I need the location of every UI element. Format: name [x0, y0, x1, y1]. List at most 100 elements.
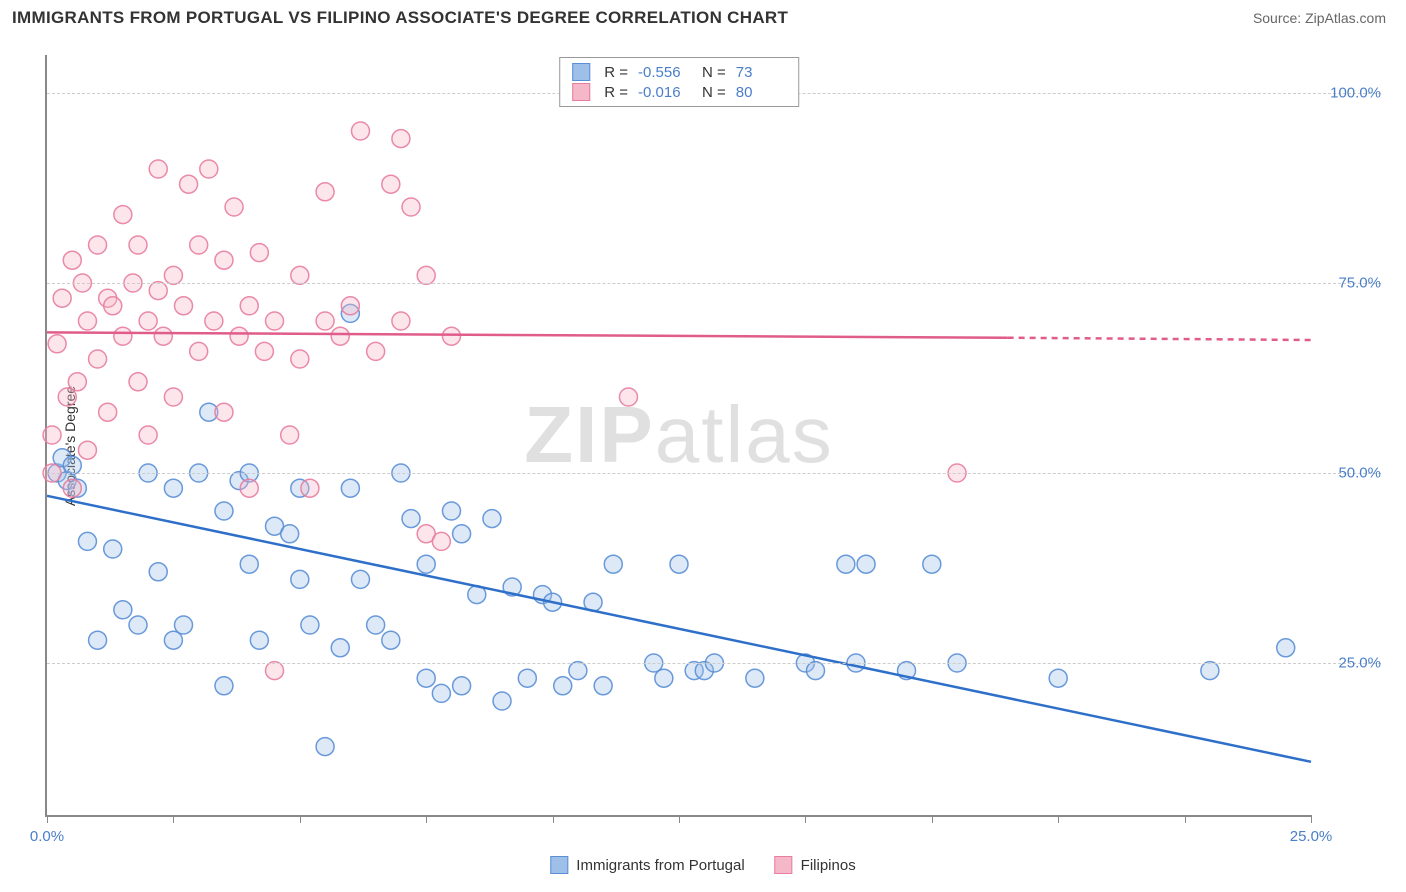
y-tick-label: 50.0% — [1338, 465, 1381, 482]
scatter-point — [417, 266, 435, 284]
grid-line — [47, 663, 1381, 664]
scatter-point — [215, 251, 233, 269]
scatter-point — [89, 236, 107, 254]
scatter-point — [114, 327, 132, 345]
grid-line — [47, 473, 1381, 474]
scatter-point — [341, 479, 359, 497]
scatter-point — [205, 312, 223, 330]
scatter-point — [746, 669, 764, 687]
x-tick-label: 0.0% — [30, 828, 64, 845]
legend-swatch — [572, 83, 590, 101]
scatter-point — [129, 373, 147, 391]
x-tick — [426, 815, 427, 823]
n-label: N = — [702, 84, 726, 101]
scatter-point — [316, 312, 334, 330]
scatter-point — [129, 236, 147, 254]
scatter-point — [670, 555, 688, 573]
y-tick-label: 25.0% — [1338, 655, 1381, 672]
chart-title: IMMIGRANTS FROM PORTUGAL VS FILIPINO ASS… — [12, 8, 788, 28]
scatter-point — [139, 426, 157, 444]
scatter-point — [53, 289, 71, 307]
scatter-point — [104, 540, 122, 558]
scatter-point — [215, 403, 233, 421]
scatter-point — [594, 677, 612, 695]
x-tick — [173, 815, 174, 823]
scatter-point — [114, 601, 132, 619]
scatter-point — [619, 388, 637, 406]
scatter-point — [1049, 669, 1067, 687]
r-value: -0.016 — [638, 84, 688, 101]
scatter-point — [857, 555, 875, 573]
scatter-point — [78, 441, 96, 459]
x-tick — [1185, 815, 1186, 823]
scatter-point — [230, 327, 248, 345]
x-tick — [300, 815, 301, 823]
scatter-point — [316, 183, 334, 201]
scatter-point — [807, 662, 825, 680]
scatter-point — [402, 510, 420, 528]
legend-label: Filipinos — [801, 857, 856, 874]
scatter-point — [351, 570, 369, 588]
n-value: 73 — [736, 64, 786, 81]
scatter-point — [164, 388, 182, 406]
scatter-point — [240, 479, 258, 497]
legend-swatch — [572, 63, 590, 81]
scatter-point — [200, 160, 218, 178]
x-tick — [1058, 815, 1059, 823]
y-tick-label: 75.0% — [1338, 275, 1381, 292]
scatter-point — [483, 510, 501, 528]
scatter-point — [114, 206, 132, 224]
scatter-point — [48, 335, 66, 353]
scatter-point — [432, 684, 450, 702]
scatter-point — [63, 479, 81, 497]
r-value: -0.556 — [638, 64, 688, 81]
scatter-point — [402, 198, 420, 216]
scatter-point — [367, 616, 385, 634]
scatter-point — [301, 479, 319, 497]
legend-item: Immigrants from Portugal — [550, 856, 744, 874]
scatter-point — [175, 297, 193, 315]
legend-label: Immigrants from Portugal — [576, 857, 744, 874]
scatter-point — [215, 677, 233, 695]
scatter-point — [78, 312, 96, 330]
legend-swatch — [775, 856, 793, 874]
scatter-point — [175, 616, 193, 634]
scatter-point — [923, 555, 941, 573]
scatter-point — [255, 342, 273, 360]
scatter-point — [240, 297, 258, 315]
x-tick — [805, 815, 806, 823]
scatter-point — [392, 312, 410, 330]
scatter-point — [63, 456, 81, 474]
scatter-point — [250, 244, 268, 262]
scatter-point — [99, 403, 117, 421]
source-label: Source: ZipAtlas.com — [1253, 10, 1386, 26]
stats-legend-box: R =-0.556N =73R =-0.016N =80 — [559, 57, 799, 107]
scatter-point — [164, 266, 182, 284]
scatter-point — [442, 327, 460, 345]
scatter-point — [301, 616, 319, 634]
x-tick — [1311, 815, 1312, 823]
scatter-point — [1277, 639, 1295, 657]
scatter-point — [341, 297, 359, 315]
scatter-point — [655, 669, 673, 687]
r-label: R = — [604, 84, 628, 101]
scatter-point — [281, 426, 299, 444]
scatter-point — [392, 130, 410, 148]
scatter-point — [382, 631, 400, 649]
x-tick — [553, 815, 554, 823]
scatter-point — [453, 525, 471, 543]
chart-plot-area: ZIPatlas R =-0.556N =73R =-0.016N =80 25… — [45, 55, 1311, 817]
scatter-point — [837, 555, 855, 573]
scatter-point — [180, 175, 198, 193]
scatter-point — [351, 122, 369, 140]
scatter-point — [554, 677, 572, 695]
scatter-point — [367, 342, 385, 360]
scatter-point — [266, 662, 284, 680]
stats-row: R =-0.556N =73 — [572, 62, 786, 82]
scatter-point — [518, 669, 536, 687]
scatter-point — [331, 639, 349, 657]
n-label: N = — [702, 64, 726, 81]
scatter-point — [225, 198, 243, 216]
scatter-point — [89, 631, 107, 649]
scatter-point — [154, 327, 172, 345]
